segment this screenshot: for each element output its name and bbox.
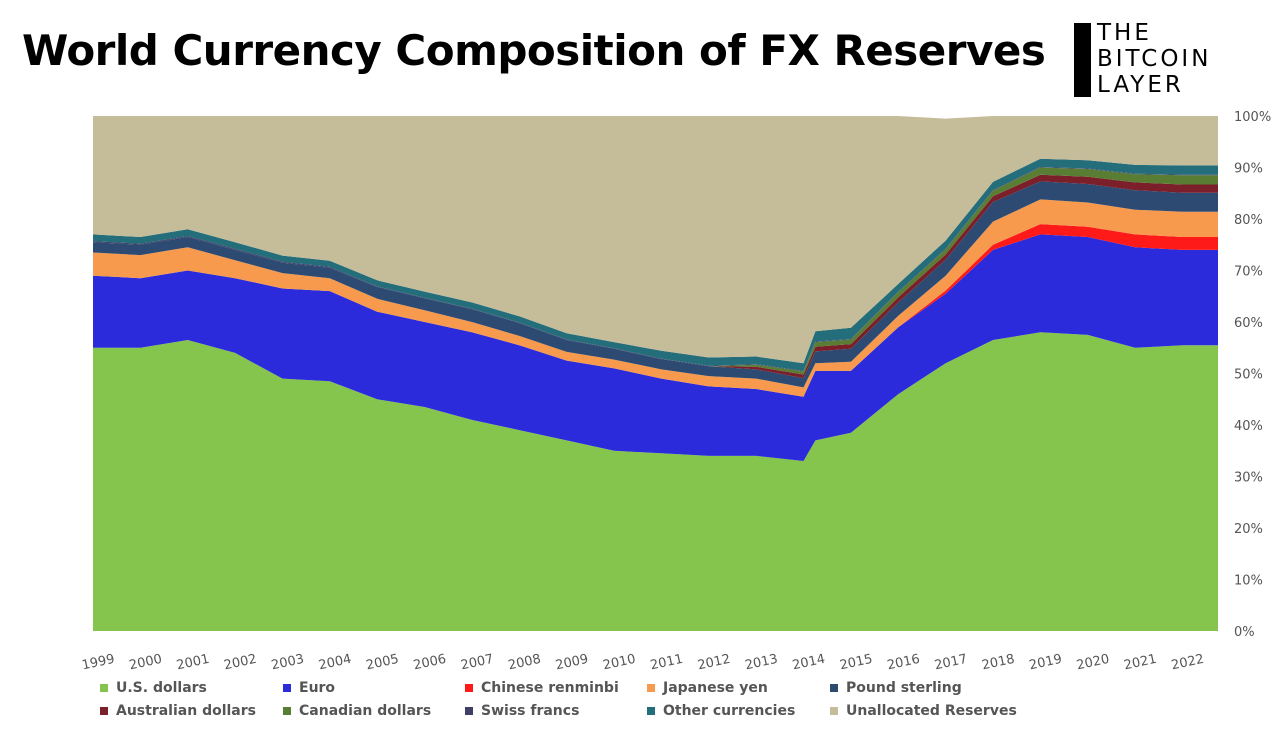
legend-label: Unallocated Reserves [846, 703, 1017, 719]
legend-item: Unallocated Reserves [830, 703, 1017, 719]
logo-bar-icon [1074, 23, 1091, 97]
legend-label: Pound sterling [846, 680, 962, 696]
y-tick-label: 80% [1234, 213, 1263, 228]
x-tick-label: 2010 [602, 652, 637, 674]
x-tick-label: 2020 [1075, 652, 1110, 674]
x-tick-label: 2018 [981, 652, 1016, 674]
y-tick-label: 0% [1234, 625, 1255, 640]
legend-swatch [465, 707, 473, 715]
legend-swatch [830, 707, 838, 715]
legend-swatch [100, 707, 108, 715]
area-other-currencies [93, 158, 1218, 371]
legend-swatch [647, 684, 655, 692]
x-tick-label: 2006 [412, 652, 447, 674]
x-axis-ticks: 1999 2000 2001 2002 2003 2004 2005 2006 2007 2008… [81, 652, 1206, 674]
legend-swatch [647, 707, 655, 715]
x-tick-label: 2011 [649, 652, 684, 674]
bitcoin-layer-logo: THE BITCOIN LAYER [1074, 21, 1254, 101]
legend-swatch [830, 684, 838, 692]
chart-areas [93, 116, 1218, 631]
area-u-s-dollars [93, 332, 1218, 631]
y-tick-label: 50% [1234, 368, 1263, 383]
x-tick-label: 2016 [886, 652, 921, 674]
logo-line-1: THE [1097, 20, 1152, 46]
x-tick-label: 2013 [744, 652, 779, 674]
area-pound-sterling [93, 181, 1218, 388]
legend-swatch [283, 684, 291, 692]
legend-label: Australian dollars [116, 703, 256, 719]
legend-label: Canadian dollars [299, 703, 432, 719]
area-euro [93, 234, 1218, 461]
x-tick-label: 2000 [128, 652, 163, 674]
legend-swatch [100, 684, 108, 692]
x-tick-label: 2022 [1170, 652, 1205, 674]
x-tick-label: 2008 [507, 652, 542, 674]
legend-item: Euro [283, 680, 335, 696]
legend-item: U.S. dollars [100, 680, 207, 696]
y-axis-ticks: 0% 10% 20% 30% 40% 50% 60% 70% 80% 90% 100% [1234, 110, 1271, 640]
legend-label: Chinese renminbi [481, 680, 619, 696]
legend-label: Other currencies [663, 703, 796, 719]
legend-item: Australian dollars [100, 703, 256, 719]
legend-item: Swiss francs [465, 703, 579, 719]
area-unallocated-reserves [93, 116, 1218, 364]
legend-item: Pound sterling [830, 680, 962, 696]
x-tick-label: 1999 [81, 652, 116, 674]
y-tick-label: 100% [1234, 110, 1271, 125]
logo-line-3: LAYER [1097, 72, 1184, 98]
legend-item: Other currencies [647, 703, 795, 719]
legend-item: Chinese renminbi [465, 680, 619, 696]
legend-item: Japanese yen [647, 680, 768, 696]
x-tick-label: 2001 [175, 652, 210, 674]
x-tick-label: 2017 [933, 652, 968, 674]
x-tick-label: 2009 [554, 652, 589, 674]
area-japanese-yen [93, 199, 1218, 397]
y-tick-label: 70% [1234, 265, 1263, 280]
x-tick-label: 2015 [838, 652, 873, 674]
x-tick-label: 2007 [459, 652, 494, 674]
legend-swatch [465, 684, 473, 692]
y-tick-label: 10% [1234, 574, 1263, 589]
x-tick-label: 2012 [696, 652, 731, 674]
x-tick-label: 2003 [270, 652, 305, 674]
x-tick-label: 2019 [1028, 652, 1063, 674]
legend-item: Canadian dollars [283, 703, 431, 719]
y-tick-label: 20% [1234, 522, 1263, 537]
legend-label: Euro [299, 680, 336, 696]
legend-label: Japanese yen [663, 680, 768, 696]
x-tick-label: 2002 [223, 652, 258, 674]
x-tick-label: 2005 [365, 652, 400, 674]
chart-title: World Currency Composition of FX Reserve… [22, 26, 1046, 75]
y-tick-label: 30% [1234, 471, 1263, 486]
legend-label: U.S. dollars [116, 680, 207, 696]
x-tick-label: 2014 [791, 652, 826, 674]
legend-swatch [283, 707, 291, 715]
y-tick-label: 40% [1234, 419, 1263, 434]
x-tick-label: 2021 [1123, 652, 1158, 674]
logo-line-2: BITCOIN [1097, 46, 1212, 72]
y-tick-label: 90% [1234, 162, 1263, 177]
x-tick-label: 2004 [317, 652, 352, 674]
legend-label: Swiss francs [481, 703, 580, 719]
y-tick-label: 60% [1234, 316, 1263, 331]
